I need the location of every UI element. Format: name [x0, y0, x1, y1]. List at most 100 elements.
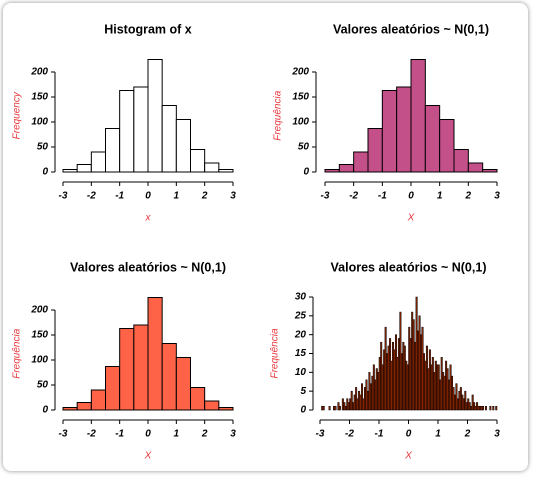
bar — [190, 387, 206, 411]
bar — [218, 169, 234, 173]
chart-title: Valores aleatórios ~ N(0,1) — [333, 22, 489, 36]
bar — [361, 383, 364, 411]
y-tick-label: 50 — [298, 142, 310, 153]
x-tick-label: 1 — [437, 191, 443, 202]
x-tick-label: -2 — [345, 429, 354, 440]
x-tick-label: -3 — [59, 191, 68, 202]
bar — [334, 405, 337, 411]
bar — [482, 169, 498, 173]
x-axis-label: X — [144, 451, 152, 462]
bar — [328, 405, 331, 411]
bar — [62, 169, 78, 173]
bar — [90, 151, 107, 173]
x-tick-label: 3 — [494, 191, 500, 202]
bar — [410, 59, 426, 173]
y-axis-label: Frequency — [12, 91, 23, 139]
bar — [453, 149, 469, 173]
bar — [119, 328, 135, 411]
bar — [119, 90, 135, 173]
x-tick-label: -2 — [349, 191, 358, 202]
bar — [489, 405, 492, 411]
y-tick-label: 200 — [30, 305, 48, 316]
bar — [350, 390, 353, 411]
bar — [492, 405, 495, 411]
bar — [367, 128, 383, 173]
x-tick-label: -3 — [321, 191, 330, 202]
x-tick-label: -1 — [115, 429, 124, 440]
bar — [204, 400, 220, 411]
y-tick-label: 100 — [31, 117, 48, 128]
x-tick-label: 0 — [145, 429, 151, 440]
y-tick-label: 100 — [292, 117, 309, 128]
bar — [482, 405, 484, 411]
bar — [147, 297, 163, 411]
bar — [353, 151, 369, 173]
x-tick-label: 1 — [435, 429, 441, 440]
x-tick-label: 2 — [201, 429, 208, 440]
bar — [324, 169, 340, 173]
y-tick-label: 200 — [291, 67, 309, 78]
x-tick-label: -1 — [378, 191, 387, 202]
x-tick-label: -2 — [87, 191, 96, 202]
x-tick-label: -2 — [87, 429, 96, 440]
x-tick-label: 3 — [494, 429, 500, 440]
bar — [105, 128, 121, 173]
y-tick-label: 0 — [42, 405, 48, 416]
bar — [90, 389, 107, 411]
y-axis-label: Frequência — [12, 328, 23, 378]
bar — [464, 390, 467, 411]
y-tick-label: 100 — [31, 355, 48, 366]
y-tick-label: 5 — [300, 386, 306, 397]
x-axis-label: x — [145, 213, 152, 224]
y-tick-label: 200 — [30, 67, 48, 78]
x-tick-label: 1 — [174, 191, 180, 202]
y-tick-label: 150 — [292, 92, 309, 103]
bar — [338, 164, 355, 173]
x-tick-label: 3 — [230, 191, 236, 202]
x-tick-label: 2 — [201, 191, 208, 202]
x-tick-label: 1 — [174, 429, 180, 440]
bar — [175, 119, 191, 173]
bar — [76, 402, 92, 411]
x-tick-label: 0 — [406, 429, 412, 440]
y-tick-label: 10 — [295, 367, 307, 378]
bar — [161, 105, 177, 173]
bar — [218, 407, 234, 411]
y-tick-label: 15 — [295, 348, 307, 359]
y-axis-label: Frequência — [273, 90, 284, 140]
y-axis-label: Frequência — [270, 328, 281, 378]
bar — [62, 407, 78, 411]
bar — [396, 86, 412, 173]
bar — [133, 324, 149, 411]
bar — [484, 405, 487, 411]
chart-title: Valores aleatórios ~ N(0,1) — [331, 260, 487, 274]
bar — [495, 405, 498, 411]
bar — [76, 164, 92, 173]
bar — [190, 149, 206, 173]
y-tick-label: 0 — [303, 167, 309, 178]
y-tick-label: 30 — [295, 292, 307, 303]
x-tick-label: -1 — [375, 429, 384, 440]
x-tick-label: 3 — [230, 429, 236, 440]
bar — [381, 90, 398, 173]
y-tick-label: 50 — [37, 380, 49, 391]
x-axis-label: X — [404, 451, 412, 462]
x-tick-label: 0 — [145, 191, 151, 202]
bar — [147, 59, 163, 173]
bar — [424, 105, 441, 173]
y-tick-label: 50 — [37, 142, 49, 153]
bar — [455, 383, 458, 411]
x-tick-label: 0 — [408, 191, 414, 202]
bar — [322, 405, 325, 411]
y-tick-label: 150 — [31, 330, 48, 341]
bar — [161, 343, 177, 411]
y-tick-label: 25 — [294, 310, 307, 321]
x-tick-label: 2 — [464, 429, 471, 440]
bar — [204, 162, 220, 173]
bar — [105, 366, 121, 411]
bar — [439, 119, 455, 173]
bar — [133, 86, 149, 173]
y-tick-label: 0 — [300, 405, 306, 416]
x-axis-label: X — [407, 213, 415, 224]
